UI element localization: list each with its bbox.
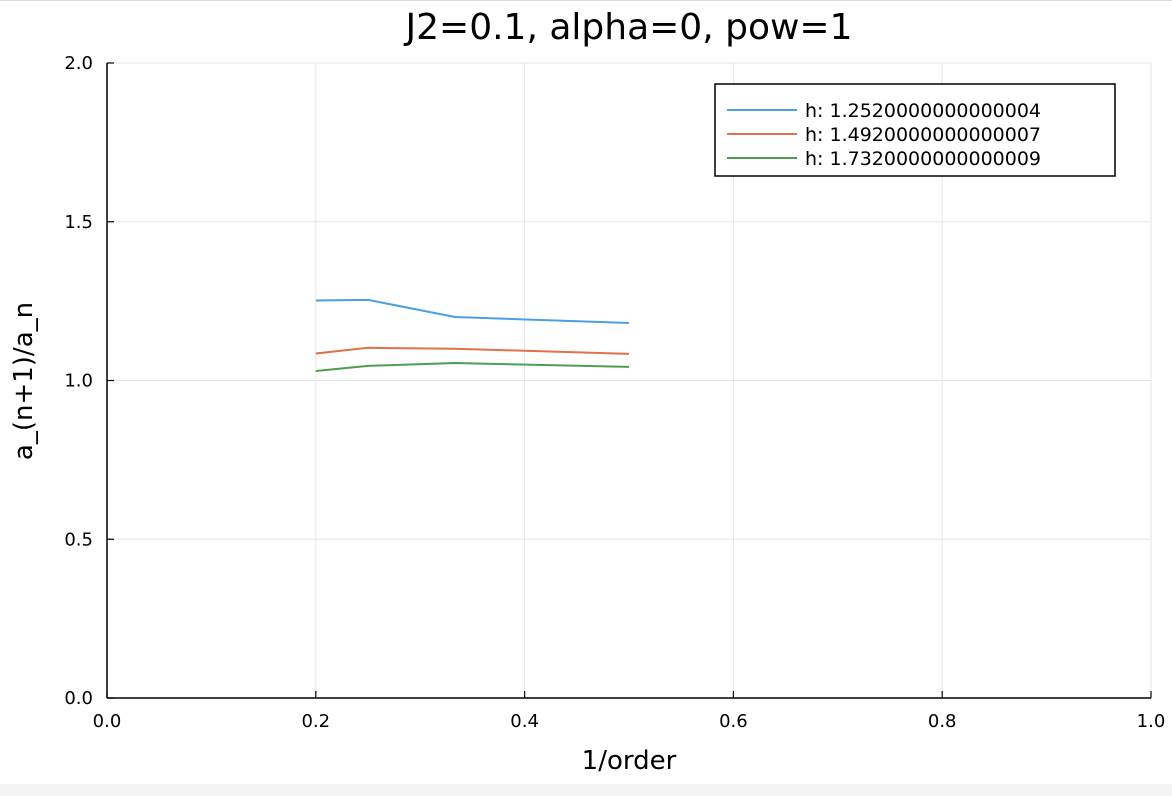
axes bbox=[106, 62, 1152, 699]
series-line-2 bbox=[315, 346, 630, 355]
x-tick-label: 0.8 bbox=[928, 711, 957, 732]
y-axis-label: a_(n+1)/a_n bbox=[9, 302, 39, 460]
series-lines bbox=[315, 298, 630, 372]
legend-label-2: h: 1.4920000000000007 bbox=[805, 124, 1041, 146]
y-tick-label: 0.5 bbox=[64, 529, 93, 550]
x-tick-label: 0.0 bbox=[93, 711, 122, 732]
x-tick-label: 0.2 bbox=[301, 711, 330, 732]
x-tick-label: 0.6 bbox=[719, 711, 748, 732]
x-tick-labels: 0.0 0.2 0.4 0.6 0.8 1.0 bbox=[93, 711, 1166, 732]
y-tick-label: 2.0 bbox=[64, 53, 93, 74]
chart-title: J2=0.1, alpha=0, pow=1 bbox=[404, 7, 853, 48]
legend-label-1: h: 1.2520000000000004 bbox=[805, 100, 1041, 122]
y-tick-labels: 0.0 0.5 1.0 1.5 2.0 bbox=[64, 53, 93, 709]
series-line-3 bbox=[315, 362, 630, 372]
y-tick-label: 0.0 bbox=[64, 688, 93, 709]
y-tick-label: 1.5 bbox=[64, 212, 93, 233]
series-line-1 bbox=[315, 298, 630, 325]
legend-box bbox=[714, 83, 1116, 177]
y-tick-label: 1.0 bbox=[64, 371, 93, 392]
x-tick-label: 0.4 bbox=[510, 711, 539, 732]
x-axis-label: 1/order bbox=[582, 746, 677, 776]
legend-label-3: h: 1.7320000000000009 bbox=[805, 148, 1041, 170]
x-tick-label: 1.0 bbox=[1137, 711, 1166, 732]
